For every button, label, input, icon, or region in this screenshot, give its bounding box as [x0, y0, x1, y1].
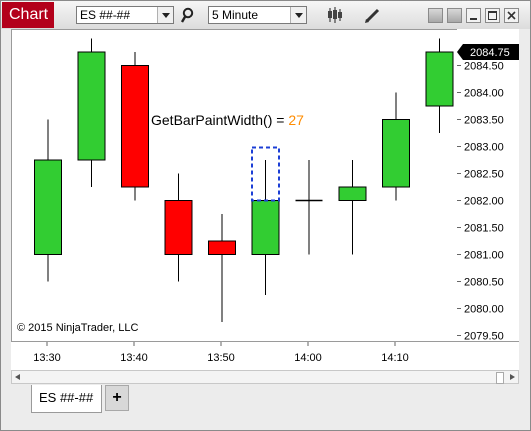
y-tick-label: 2081.50 — [464, 223, 504, 235]
time-axis[interactable]: 13:30 13:40 13:50 14:00 14:10 — [11, 341, 519, 370]
candle-body[interactable] — [338, 186, 367, 201]
window-title: Chart — [2, 2, 54, 28]
x-tick-label: 13:50 — [207, 352, 235, 364]
x-tick-label: 14:10 — [381, 352, 409, 364]
y-tick-label: 2081.00 — [464, 250, 504, 262]
candle-body[interactable] — [251, 200, 280, 255]
bar-width-highlight — [251, 146, 280, 202]
interval-selector[interactable]: 5 Minute — [208, 6, 307, 24]
candlestick-chart[interactable]: GetBarPaintWidth() = 27 © 2015 NinjaTrad… — [11, 29, 457, 341]
y-tick-label: 2083.50 — [464, 115, 504, 127]
tab-label: ES ##-## — [39, 390, 94, 405]
candle-body[interactable] — [121, 65, 149, 188]
chevron-down-icon[interactable] — [157, 7, 173, 23]
search-icon[interactable] — [179, 7, 197, 25]
bar-type-icon[interactable] — [326, 6, 344, 24]
annotation-value: 27 — [288, 112, 304, 128]
restore-button[interactable] — [447, 8, 462, 23]
last-price-label: 2084.75 — [470, 47, 510, 59]
title-bar: Chart ES ##-## 5 Minute — [1, 1, 530, 29]
minimize-button[interactable] — [428, 8, 443, 23]
candle-body[interactable] — [208, 240, 236, 255]
copyright-text: © 2015 NinjaTrader, LLC — [17, 322, 138, 334]
candle-body[interactable] — [77, 51, 106, 161]
candle-body[interactable] — [34, 159, 62, 255]
annotation-label: GetBarPaintWidth() = — [151, 112, 288, 128]
y-tick-label: 2083.00 — [464, 142, 504, 154]
y-tick-label: 2080.50 — [464, 277, 504, 289]
tab-bar: ES ##-## + — [1, 384, 530, 430]
chevron-down-icon[interactable] — [290, 7, 306, 23]
y-tick-label: 2079.50 — [464, 331, 504, 342]
scroll-thumb[interactable] — [496, 372, 504, 384]
candle-body[interactable] — [382, 119, 410, 188]
scroll-right-icon[interactable] — [506, 371, 518, 383]
instrument-value: ES ##-## — [80, 8, 131, 22]
candle-body[interactable] — [425, 51, 454, 107]
add-tab-button[interactable]: + — [105, 385, 129, 411]
scroll-left-icon[interactable] — [12, 371, 24, 383]
tab-es[interactable]: ES ##-## — [31, 385, 102, 413]
y-tick-label: 2082.00 — [464, 196, 504, 208]
interval-value: 5 Minute — [212, 8, 259, 22]
last-price-marker: 2084.75 — [457, 44, 519, 60]
price-axis[interactable]: 2084.50 2084.00 2083.50 2083.00 2082.50 2082.… — [457, 29, 519, 341]
bar-width-annotation: GetBarPaintWidth() = 27 — [151, 112, 304, 128]
pencil-icon[interactable] — [364, 6, 382, 24]
x-tick-label: 13:40 — [120, 352, 148, 364]
candle-body[interactable] — [164, 200, 193, 255]
minimize-icon[interactable] — [466, 8, 481, 23]
y-tick-label: 2082.50 — [464, 169, 504, 181]
horizontal-scrollbar[interactable] — [11, 370, 519, 384]
chart-panel[interactable]: GetBarPaintWidth() = 27 © 2015 NinjaTrad… — [11, 29, 457, 341]
x-tick-label: 13:30 — [33, 352, 61, 364]
y-tick-label: 2084.00 — [464, 88, 504, 100]
y-tick-label: 2080.00 — [464, 304, 504, 316]
x-tick-label: 14:00 — [294, 352, 322, 364]
maximize-icon[interactable] — [485, 8, 500, 23]
instrument-selector[interactable]: ES ##-## — [76, 6, 174, 24]
close-icon[interactable] — [504, 8, 519, 23]
y-tick-label: 2084.50 — [464, 61, 504, 73]
